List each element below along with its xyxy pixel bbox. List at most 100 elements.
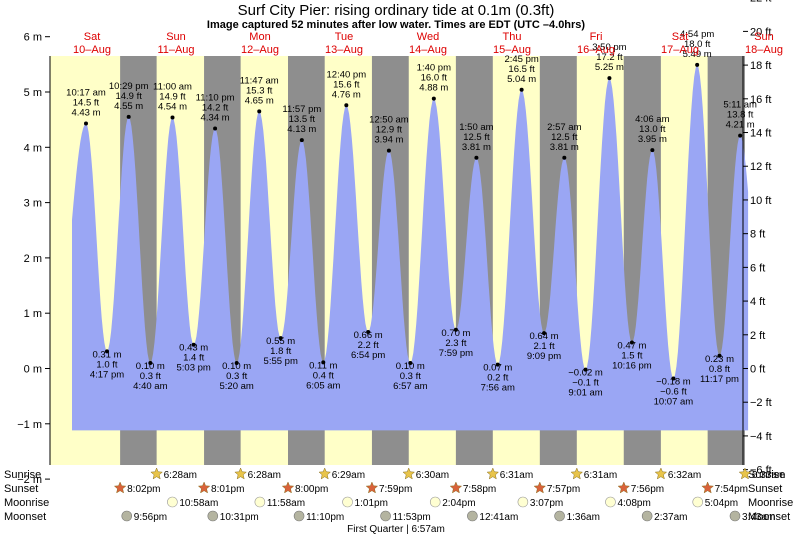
tide-m-label: −0.02 m <box>568 368 603 379</box>
right-tick-label: 2 ft <box>750 330 765 342</box>
right-tick-label: 4 ft <box>750 296 765 308</box>
tide-time-label: 10:07 am <box>654 396 694 407</box>
moonset-time: 12:41am <box>479 512 518 523</box>
high-tide-point <box>299 138 304 143</box>
sunset-time: 8:01pm <box>211 484 244 495</box>
tide-ft-label: 12.5 ft <box>463 132 490 143</box>
tide-ft-label: 15.6 ft <box>333 79 360 90</box>
sunset-icon <box>281 481 295 494</box>
moonset-time: 11:53pm <box>393 512 431 523</box>
tide-time-label: 11:17 pm <box>700 374 739 385</box>
low-tide-point <box>671 376 676 381</box>
tide-m-label: 3.81 m <box>462 142 491 153</box>
day-name: Fri <box>590 31 603 43</box>
tide-ft-label: −0.6 ft <box>660 386 687 397</box>
tide-ft-label: 2.3 ft <box>445 338 466 349</box>
high-tide-point <box>83 121 88 126</box>
moonset-icon <box>554 510 565 522</box>
high-tide-point <box>562 155 567 160</box>
high-tide-point <box>257 109 262 114</box>
tide-m-label: −0.18 m <box>656 376 691 387</box>
right-tick-label: 6 ft <box>750 262 765 274</box>
moonrise-time: 5:04pm <box>705 498 738 509</box>
tide-m-label: 0.23 m <box>705 354 734 365</box>
left-tick-label: 0 m <box>24 364 42 376</box>
high-tide-point <box>474 155 479 160</box>
right-tick-label: 16 ft <box>750 94 771 106</box>
tide-m-label: 0.10 m <box>396 361 425 372</box>
tide-ft-label: 1.8 ft <box>270 346 291 357</box>
sunset-icon <box>197 481 211 494</box>
moonset-time: 1:36am <box>567 512 600 523</box>
tide-time-label: 6:05 am <box>306 380 340 391</box>
sunrise-time: 6:31am <box>500 470 533 481</box>
tide-time-label: 4:17 pm <box>90 369 124 380</box>
tide-ft-label: 13.5 ft <box>289 114 316 125</box>
tide-time-label: 11:47 am <box>240 75 279 86</box>
low-tide-point <box>583 367 588 372</box>
tide-time-label: 11:00 am <box>153 81 192 92</box>
tide-ft-label: 15.3 ft <box>246 85 273 96</box>
sunrise-icon <box>738 467 752 480</box>
right-tick-label: 12 ft <box>750 161 771 173</box>
low-tide-point <box>278 336 283 341</box>
tide-ft-label: 14.2 ft <box>202 102 229 113</box>
tide-m-label: 3.95 m <box>638 134 667 145</box>
day-name: Sat <box>672 31 689 43</box>
tide-m-label: 4.88 m <box>419 83 448 94</box>
tide-time-label: 2:45 pm <box>504 54 538 65</box>
day-name: Tue <box>335 31 354 43</box>
tide-curve <box>72 64 749 431</box>
sunrise-time: 6:31am <box>584 470 617 481</box>
day-date: 12–Aug <box>241 44 279 56</box>
sun-moon-events: Sunrise Sunrise Sunset Sunset Moonrise Moonri… <box>4 467 793 523</box>
tide-time-label: 12:40 pm <box>327 69 367 80</box>
moonrise-icon <box>429 496 441 508</box>
sunrise-time: 6:28am <box>164 470 197 481</box>
tide-time-label: 9:09 pm <box>527 351 561 362</box>
low-tide-point <box>234 360 239 365</box>
tide-area <box>72 64 749 431</box>
left-tick-label: 5 m <box>24 87 42 99</box>
tide-time-label: 4:54 pm <box>680 29 714 40</box>
tide-m-label: 0.70 m <box>441 328 470 339</box>
row-label-left: Moonset <box>4 511 46 523</box>
tide-m-label: 4.76 m <box>332 89 361 100</box>
tide-ft-label: 1.4 ft <box>183 353 204 364</box>
tide-m-label: 3.81 m <box>550 142 579 153</box>
chart-axes: −2 m −1 m 0 m 1 m 2 m 3 m 4 m 5 m 6 m −6 ft −4 ft −… <box>17 0 771 486</box>
sunrise-icon <box>570 467 584 480</box>
tide-ft-label: 0.4 ft <box>313 370 334 381</box>
sunset-icon <box>365 481 379 494</box>
sunrise-icon <box>486 467 500 480</box>
moonrise-time: 3:07pm <box>530 498 563 509</box>
day-name: Mon <box>249 31 270 43</box>
high-tide-point <box>695 62 700 67</box>
tide-time-label: 5:55 pm <box>264 356 298 367</box>
moonset-icon <box>121 510 133 522</box>
low-tide-point <box>366 330 371 335</box>
sunset-time: 7:58pm <box>463 484 496 495</box>
tide-time-label: 10:29 pm <box>109 81 149 92</box>
tide-time-label: 3:50 pm <box>592 42 626 53</box>
sunset-time: 7:56pm <box>631 484 664 495</box>
tide-time-label: 2:57 am <box>547 122 581 133</box>
right-tick-label: 10 ft <box>750 195 771 207</box>
tide-m-label: 0.66 m <box>354 330 383 341</box>
moonrise-icon <box>692 496 704 508</box>
row-label-left: Moonrise <box>4 497 49 509</box>
tide-m-label: 0.10 m <box>222 361 251 372</box>
left-tick-label: 2 m <box>24 253 42 265</box>
moonrise-time: 2:04pm <box>442 498 475 509</box>
tide-time-label: 11:10 pm <box>196 92 235 103</box>
tide-time-label: 5:20 am <box>220 381 254 392</box>
moon-phase-label: First Quarter | 6:57am <box>347 524 445 535</box>
tide-m-label: 0.31 m <box>92 349 121 360</box>
high-tide-point <box>386 148 391 153</box>
high-tide-point <box>344 103 349 108</box>
day-name: Wed <box>417 31 439 43</box>
tide-m-label: 4.55 m <box>114 101 143 112</box>
row-label-left: Sunrise <box>4 469 41 481</box>
sunset-time: 8:02pm <box>127 484 160 495</box>
row-label-right: Sunset <box>748 483 782 495</box>
